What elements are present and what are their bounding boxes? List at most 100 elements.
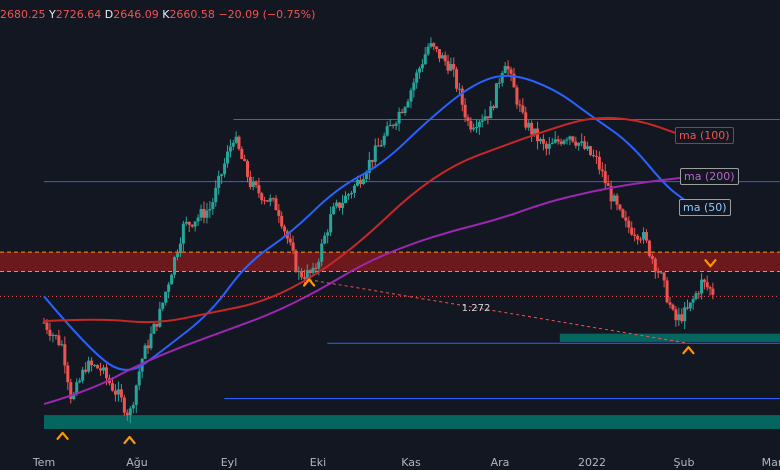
candle-body: [636, 235, 640, 240]
fib-extension-line[interactable]: [309, 279, 689, 344]
x-tick-label: Tem: [32, 456, 55, 469]
candle-body: [633, 234, 637, 236]
candle-body: [134, 385, 138, 405]
candle-body: [403, 107, 407, 114]
candle-body: [305, 270, 309, 279]
candle-body: [550, 142, 554, 145]
candle-body: [231, 142, 235, 147]
candle-body: [586, 146, 590, 149]
candle-body: [615, 195, 619, 205]
candle-body: [119, 389, 123, 398]
candle-body: [260, 193, 264, 201]
candle-body: [391, 124, 395, 126]
candle-body: [128, 408, 132, 416]
candle-body: [521, 105, 525, 113]
chevron-down-marker-icon[interactable]: [704, 259, 717, 268]
ma50-legend-tag[interactable]: ma (50): [679, 199, 731, 216]
candle-body: [506, 66, 510, 70]
chevron-up-marker-icon[interactable]: [303, 278, 316, 287]
candle-body: [352, 185, 356, 193]
candle-body: [642, 232, 646, 240]
candle-body: [161, 302, 165, 309]
candle-body: [647, 240, 651, 257]
ma100-line[interactable]: [43, 116, 685, 324]
candle-body: [167, 284, 171, 292]
candle-body: [677, 314, 681, 321]
candle-body: [443, 55, 447, 62]
candle-body: [146, 345, 150, 349]
candle-body: [600, 169, 604, 172]
candle-body: [562, 140, 566, 144]
candle-body: [700, 279, 704, 294]
close-label: K: [162, 8, 170, 21]
ma100-legend-tag[interactable]: ma (100): [675, 127, 734, 144]
ma200-line[interactable]: [43, 176, 685, 406]
candle-body: [63, 344, 67, 366]
resistance-zone[interactable]: [0, 252, 780, 272]
candle-body: [708, 287, 712, 289]
candle-body: [376, 145, 380, 147]
candle-body: [268, 198, 272, 202]
candle-body: [341, 202, 345, 208]
ma200-legend-tag[interactable]: ma (200): [680, 168, 739, 185]
close-value: 2660.58: [169, 8, 215, 21]
candle-body: [246, 161, 250, 177]
candle-body: [72, 394, 76, 399]
chevron-up-marker-icon[interactable]: [123, 435, 136, 445]
candle-body: [412, 82, 416, 91]
candle-body: [618, 204, 622, 210]
candle-body: [190, 224, 194, 227]
candle-body: [335, 202, 339, 207]
candle-body: [228, 146, 232, 152]
candle-body: [527, 122, 531, 128]
candle-body: [553, 139, 557, 143]
candle-body: [455, 69, 459, 89]
chevron-up-marker-icon[interactable]: [56, 431, 69, 440]
candle-body: [113, 390, 117, 395]
candle-body: [349, 192, 353, 195]
candle-body: [594, 155, 598, 157]
candle-body: [271, 198, 275, 200]
chevron-up-marker-icon[interactable]: [682, 346, 695, 355]
candle-body: [291, 242, 295, 251]
candle-body: [574, 141, 578, 146]
candle-body: [355, 179, 359, 186]
candle-body: [178, 243, 182, 254]
candle-body: [409, 90, 413, 102]
support-zone[interactable]: [559, 333, 780, 342]
candle-body: [394, 123, 398, 126]
candle-body: [480, 120, 484, 122]
candle-body: [300, 271, 304, 278]
candle-body: [432, 43, 436, 47]
candle-body: [370, 159, 374, 162]
candle-body: [314, 267, 318, 269]
low-label: D: [104, 8, 114, 21]
candle-body: [66, 365, 70, 383]
candle-body: [639, 239, 643, 241]
candle-body: [240, 149, 244, 160]
candle-body: [591, 155, 595, 157]
candle-body: [702, 279, 706, 283]
candle-body: [494, 83, 498, 109]
candle-body: [541, 138, 545, 144]
candle-body: [237, 136, 241, 150]
support-zone[interactable]: [44, 415, 780, 429]
fib-level-label[interactable]: 1.272: [462, 303, 491, 314]
candle-body: [559, 141, 563, 144]
candle-body: [711, 288, 715, 295]
candle-body: [472, 127, 476, 130]
candle-body: [446, 61, 450, 71]
candle-body: [338, 202, 342, 208]
candle-body: [87, 360, 91, 372]
candle-body: [460, 88, 464, 105]
candle-body: [93, 365, 97, 367]
x-tick-label: Kas: [401, 456, 421, 469]
candle-body: [69, 382, 73, 399]
candle-body: [486, 116, 490, 119]
candle-body: [665, 280, 669, 303]
candle-body: [155, 323, 159, 327]
candle-body: [671, 304, 675, 310]
candle-body: [57, 335, 61, 346]
